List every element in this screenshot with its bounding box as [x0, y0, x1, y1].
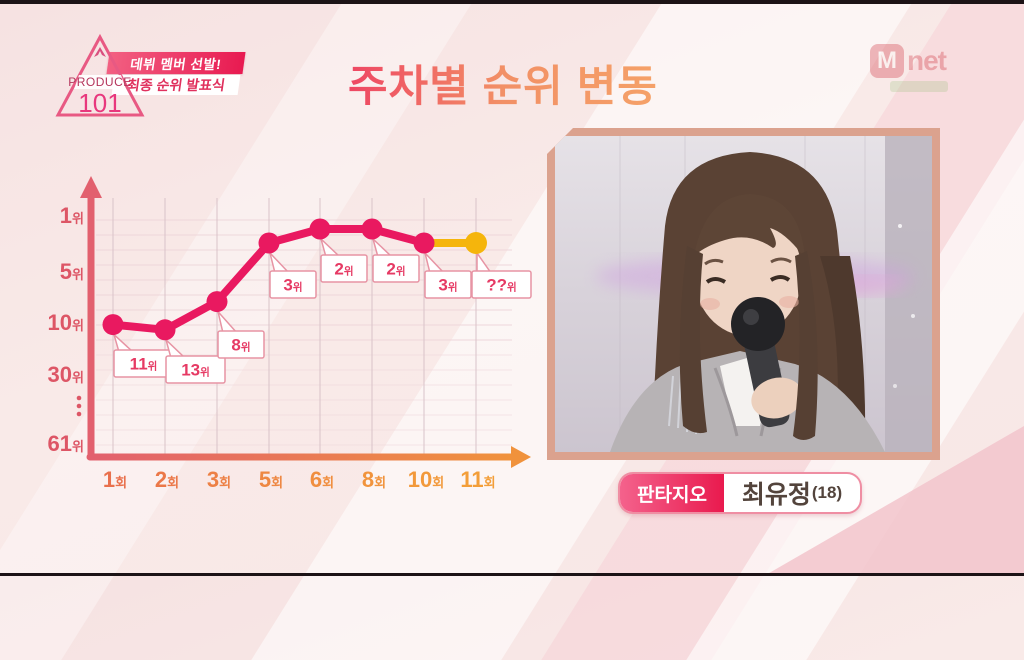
- crown-icon: [94, 47, 106, 57]
- rank-label: 13위: [181, 361, 210, 380]
- chart-point: [465, 232, 487, 254]
- svg-text:10위: 10위: [48, 310, 84, 335]
- x-axis-arrow-icon: [511, 446, 531, 468]
- microphone: [731, 297, 803, 428]
- svg-text:5회: 5회: [259, 467, 283, 492]
- svg-text:5위: 5위: [60, 259, 84, 284]
- rank-label: 2위: [386, 260, 405, 279]
- contestant-photo: [555, 136, 932, 452]
- rank-chart: 1위 5위 10위 30위 61위 1회 2회 3회 5회 6회 8회 10회 11회 11위 13위 8위 3…: [48, 176, 532, 492]
- rank-points: [102, 218, 487, 341]
- svg-text:3회: 3회: [207, 467, 231, 492]
- mnet-m-icon: M: [870, 44, 904, 78]
- y-axis-arrow-icon: [80, 176, 102, 198]
- mnet-net-text: net: [907, 45, 947, 76]
- rank-label: 3위: [438, 276, 457, 295]
- chart-point: [361, 218, 383, 240]
- chart-point: [413, 232, 435, 254]
- contestant-photo-illustration: [555, 136, 932, 452]
- svg-text:1회: 1회: [103, 467, 127, 492]
- agency-badge: 판타지오: [620, 474, 724, 512]
- svg-text:10회: 10회: [408, 467, 444, 492]
- logo-101-text: 101: [78, 88, 121, 118]
- contestant-nametag: 판타지오 최유정 (18): [618, 472, 862, 514]
- svg-text:6회: 6회: [310, 467, 334, 492]
- svg-text:8회: 8회: [362, 467, 386, 492]
- mnet-watermark: M net: [870, 44, 948, 92]
- mnet-sub-logo: [890, 81, 948, 92]
- chart-point: [258, 232, 280, 254]
- chart-axes: [80, 176, 531, 468]
- svg-text:1위: 1위: [60, 203, 84, 228]
- letterbox-top: [0, 0, 1024, 4]
- svg-text:2회: 2회: [155, 467, 179, 492]
- y-axis-ticks: 1위 5위 10위 30위 61위: [48, 203, 84, 456]
- rank-labels: 11위 13위 8위 3위 2위 2위 3위 ??위: [112, 236, 532, 384]
- x-axis-ticks: 1회 2회 3회 5회 6회 8회 10회 11회: [103, 467, 496, 492]
- chart-point: [102, 314, 124, 336]
- page-title: 주차별 순위 변동: [348, 52, 658, 114]
- rank-label: 3위: [283, 276, 302, 295]
- svg-text:11회: 11회: [460, 467, 495, 492]
- rank-label: 2위: [334, 260, 353, 279]
- svg-text:30위: 30위: [48, 362, 84, 387]
- contestant-age: (18): [811, 483, 843, 502]
- rank-label: 11위: [130, 355, 158, 374]
- svg-text:61위: 61위: [48, 431, 84, 456]
- chart-point: [154, 319, 176, 341]
- contestant-name: 최유정 (18): [741, 481, 843, 509]
- letterbox-bottom: [0, 573, 1024, 576]
- logo-produce-text: PRODUCE: [68, 75, 132, 89]
- chart-point: [309, 218, 331, 240]
- contestant-photo-frame: [547, 128, 940, 460]
- produce101-logo: PRODUCE 101: [55, 33, 145, 118]
- rank-label: ??위: [486, 276, 516, 295]
- rank-label: 8위: [231, 336, 250, 355]
- chart-point: [206, 291, 228, 313]
